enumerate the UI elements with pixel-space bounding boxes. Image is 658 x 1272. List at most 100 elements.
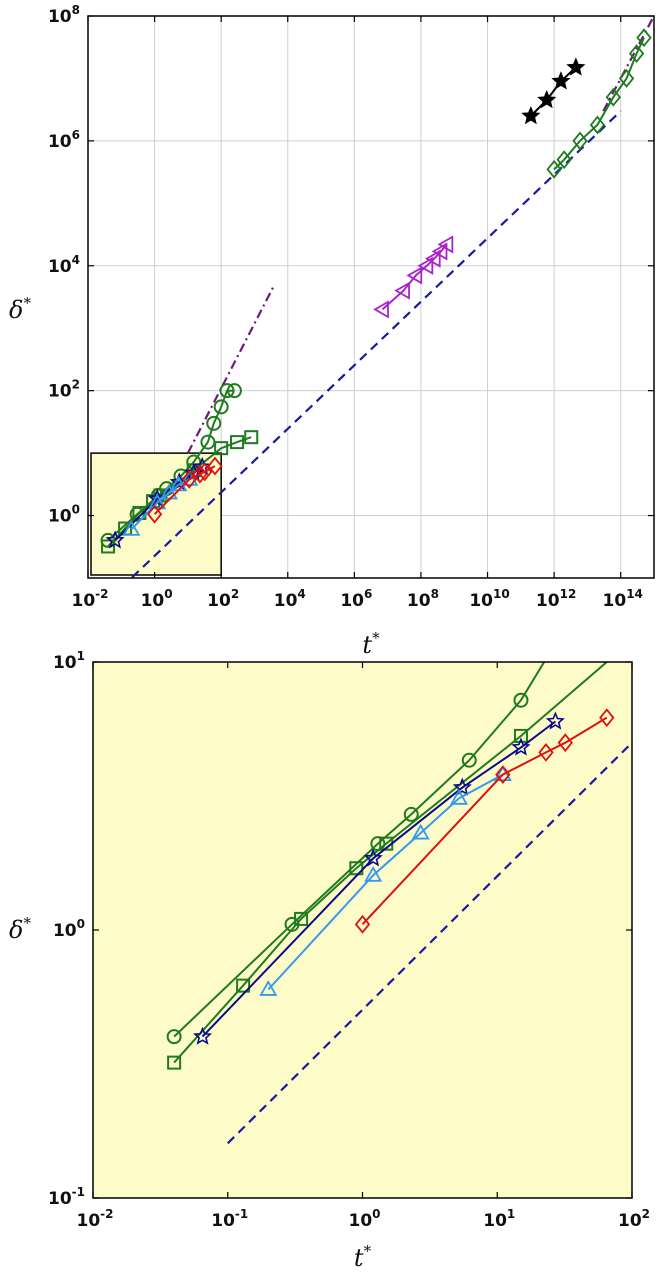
bottom-marker-square (513, 728, 528, 743)
top-axes-frame (87, 15, 655, 579)
bottom-y-axis-label: δ* (9, 914, 31, 944)
top-x-tick-label: 106 (340, 587, 372, 611)
top-series-triangle-left (373, 235, 454, 319)
bottom-y-tick-label: 100 (53, 917, 85, 941)
bottom-marker-diamond (538, 742, 554, 762)
top-reference-line-dashdot (186, 284, 276, 454)
top-y-tick-label: 108 (48, 3, 80, 27)
bottom-series-diamond (354, 708, 615, 934)
bottom-reference-line-dashed (226, 741, 632, 1145)
bottom-x-tick-label: 102 (618, 1207, 650, 1231)
top-marker-diamond (556, 150, 572, 170)
top-x-tick-label: 100 (141, 587, 173, 611)
top-marker-diamond (605, 87, 621, 107)
bottom-series-line (173, 662, 546, 1038)
top-series-star-filled (521, 57, 586, 125)
bottom-series-star (192, 711, 565, 1045)
bottom-marker-square (236, 978, 251, 993)
top-series-line (530, 66, 577, 117)
top-marker-diamond (589, 115, 606, 135)
bottom-series-square (167, 662, 608, 1070)
top-marker-star-filled (521, 105, 541, 125)
top-y-tick-label: 102 (48, 378, 80, 402)
bottom-marker-star (452, 777, 472, 796)
bottom-marker-star (545, 711, 565, 730)
top-marker-triangle-left (406, 266, 423, 285)
top-marker-diamond (618, 69, 635, 88)
top-marker-star (192, 456, 212, 476)
top-y-tick-label: 100 (48, 503, 80, 527)
bottom-marker-star (511, 737, 531, 756)
bottom-series-line (173, 662, 608, 1064)
top-marker-diamond (207, 456, 223, 476)
top-marker-triangle-left (417, 256, 434, 275)
top-marker-square (101, 539, 116, 554)
bottom-x-tick-label: 10-1 (211, 1207, 248, 1231)
top-marker-diamond (572, 131, 588, 151)
top-marker-circle (213, 399, 229, 415)
top-panel: 10-2 100 102 104 106 108 1010 1012 1014 100 102 104… (9, 3, 655, 659)
bottom-marker-triangle-up (449, 789, 469, 805)
top-marker-star-filled (551, 71, 571, 90)
top-marker-triangle-left (394, 281, 410, 300)
top-marker-star-filled (566, 57, 586, 76)
top-marker-diamond (546, 159, 562, 179)
top-y-axis-label: δ* (9, 294, 31, 324)
bottom-marker-diamond (495, 765, 511, 785)
top-marker-star (105, 530, 125, 549)
top-marker-diamond (192, 464, 208, 484)
bottom-marker-circle (513, 692, 529, 708)
top-x-tick-label: 104 (274, 587, 306, 611)
bottom-plot-area (93, 662, 632, 1198)
top-x-tick-label: 1012 (536, 587, 576, 611)
top-x-tick-label: 102 (207, 587, 239, 611)
top-marker-triangle-left (437, 235, 454, 254)
top-marker-square (214, 441, 229, 456)
bottom-series-line (267, 773, 504, 991)
top-series-diamond (546, 28, 652, 179)
bottom-y-tick-label: 10-1 (48, 1185, 85, 1209)
top-y-tick-label: 104 (48, 253, 80, 277)
top-series-diamond (146, 456, 223, 524)
top-marker-triangle-left (373, 300, 389, 319)
top-x-axis-label: t* (362, 629, 380, 659)
bottom-marker-square (294, 911, 309, 926)
bottom-marker-square (349, 861, 364, 876)
bottom-marker-star (192, 1026, 213, 1045)
bottom-marker-triangle-up (364, 865, 383, 882)
top-marker-diamond (636, 28, 652, 48)
bottom-marker-circle (403, 806, 419, 822)
bottom-marker-circle (166, 1029, 182, 1045)
top-marker-triangle-left (431, 242, 448, 261)
bottom-series-line (361, 716, 608, 925)
top-x-tick-label: 1010 (469, 587, 509, 611)
top-marker-square (244, 430, 259, 445)
bottom-x-tick-label: 101 (483, 1207, 515, 1231)
bottom-marker-triangle-up (259, 980, 278, 996)
bottom-x-tick-label: 100 (348, 1207, 380, 1231)
top-marker-triangle-left (424, 249, 441, 268)
bottom-data-layer (166, 662, 632, 1145)
top-marker-diamond (628, 44, 645, 64)
top-x-tick-label: 10-2 (71, 587, 108, 611)
top-series-line (381, 243, 448, 311)
bottom-x-axis-label: t* (354, 1242, 372, 1272)
top-marker-diamond (146, 504, 163, 524)
top-data-layer (90, 16, 654, 578)
bottom-series-triangle-up (259, 765, 512, 996)
top-marker-square (132, 505, 147, 520)
bottom-marker-diamond (599, 708, 615, 728)
bottom-marker-triangle-up (411, 823, 430, 840)
top-marker-circle (206, 415, 222, 431)
bottom-marker-star (363, 848, 383, 867)
top-marker-diamond (181, 469, 197, 489)
top-x-tick-label: 1014 (603, 587, 643, 611)
top-reference-line-dashed (129, 110, 622, 578)
top-x-tick-label: 108 (407, 587, 439, 611)
bottom-marker-circle (461, 752, 477, 768)
top-marker-circle (219, 383, 235, 399)
top-marker-diamond (197, 462, 213, 482)
top-marker-circle (226, 383, 242, 399)
top-series-line (553, 37, 645, 171)
